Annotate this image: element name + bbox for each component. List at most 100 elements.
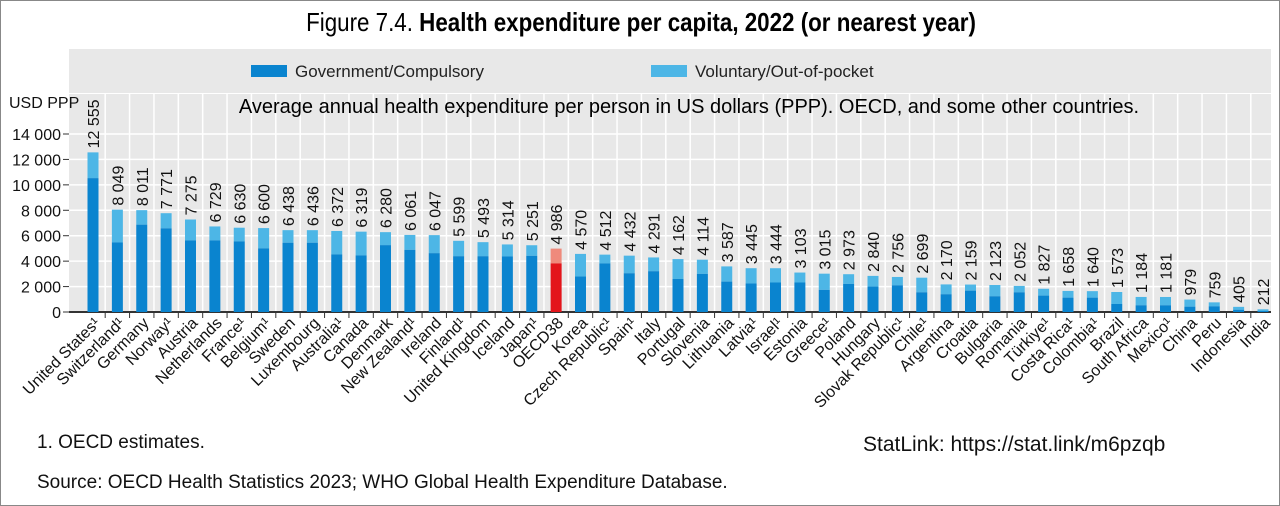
bar-government-11 — [355, 255, 367, 312]
bar-voluntary-22 — [623, 255, 635, 274]
value-label: 2 699 — [915, 234, 932, 274]
value-label: 1 658 — [1061, 247, 1078, 287]
bar-government-4 — [185, 240, 196, 312]
bar-government-20 — [575, 276, 586, 312]
value-label: 6 280 — [379, 188, 396, 228]
bar-voluntary-17 — [501, 244, 513, 257]
y-tick-label: 14 000 — [12, 127, 61, 144]
bar-government-18 — [526, 255, 538, 312]
bar-government-24 — [672, 278, 684, 312]
value-label: 1 573 — [1110, 248, 1127, 288]
bar-government-36 — [965, 290, 976, 312]
value-label: 2 170 — [939, 240, 956, 280]
legend-swatch-government — [251, 65, 287, 77]
bar-voluntary-44 — [1160, 296, 1171, 306]
bar-voluntary-15 — [453, 240, 465, 257]
value-label: 5 493 — [476, 198, 493, 238]
bar-voluntary-32 — [867, 275, 879, 287]
bar-government-48 — [1257, 310, 1269, 312]
value-label: 4 291 — [647, 213, 664, 253]
value-label: 3 445 — [744, 224, 761, 264]
bar-voluntary-27 — [745, 268, 757, 284]
bar-voluntary-34 — [916, 277, 928, 293]
value-label: 3 015 — [817, 230, 834, 270]
bar-voluntary-33 — [891, 276, 903, 286]
bar-government-27 — [745, 283, 757, 312]
bar-voluntary-16 — [477, 242, 489, 257]
y-tick-label: 6 000 — [21, 229, 61, 246]
bar-voluntary-10 — [331, 230, 343, 255]
bar-voluntary-19 — [550, 248, 562, 264]
bar-government-13 — [404, 249, 416, 312]
value-label: 7 275 — [184, 175, 201, 215]
bar-government-42 — [1111, 303, 1123, 312]
value-label: 6 600 — [257, 184, 274, 224]
bar-government-25 — [696, 273, 708, 312]
bar-government-9 — [306, 242, 318, 312]
chart: Government/Compulsory Voluntary/Out-of-p… — [9, 49, 1274, 412]
bar-government-30 — [818, 289, 830, 312]
value-label: 212 — [1256, 279, 1273, 306]
bar-voluntary-14 — [428, 235, 440, 254]
value-label: 759 — [1207, 272, 1224, 299]
value-label: 6 372 — [330, 187, 347, 227]
bar-voluntary-20 — [575, 253, 586, 277]
chart-subtitle: Average annual health expenditure per pe… — [239, 96, 1139, 118]
bar-government-43 — [1135, 305, 1147, 312]
y-tick-label: 2 000 — [21, 280, 61, 297]
bar-voluntary-42 — [1111, 292, 1123, 304]
bar-voluntary-9 — [306, 230, 318, 243]
bar-voluntary-25 — [696, 259, 708, 274]
legend-label-voluntary: Voluntary/Out-of-pocket — [695, 62, 874, 81]
bar-voluntary-8 — [282, 230, 294, 243]
value-label: 3 444 — [769, 224, 786, 264]
value-label: 6 630 — [232, 184, 249, 224]
value-label: 6 438 — [281, 186, 298, 226]
bar-voluntary-21 — [599, 254, 611, 264]
bar-government-33 — [891, 285, 903, 312]
bar-voluntary-11 — [355, 231, 367, 256]
bar-government-41 — [1086, 297, 1098, 312]
value-label: 4 432 — [622, 212, 639, 252]
footnote: 1. OECD estimates. — [37, 432, 205, 453]
bar-voluntary-1 — [111, 209, 123, 243]
bar-voluntary-18 — [526, 245, 538, 256]
bar-government-19 — [550, 263, 562, 312]
bar-voluntary-48 — [1257, 309, 1269, 311]
statlink[interactable]: StatLink: https://stat.link/m6pzqb — [863, 433, 1166, 456]
bar-government-40 — [1062, 297, 1074, 312]
value-label: 2 123 — [988, 241, 1005, 281]
value-label: 2 840 — [866, 232, 883, 272]
bar-voluntary-36 — [965, 284, 976, 291]
bar-government-32 — [867, 286, 879, 312]
value-label: 8 049 — [110, 166, 127, 206]
bar-government-23 — [648, 271, 660, 312]
bar-government-22 — [623, 273, 635, 312]
bar-voluntary-31 — [843, 274, 855, 284]
bar-government-17 — [501, 256, 513, 312]
bar-government-39 — [1038, 295, 1050, 312]
bar-voluntary-23 — [648, 257, 660, 272]
bar-government-0 — [87, 178, 99, 312]
bar-voluntary-13 — [404, 234, 416, 250]
bar-government-12 — [380, 245, 391, 312]
bar-government-37 — [989, 296, 1001, 312]
bar-voluntary-38 — [1013, 285, 1025, 293]
bar-government-31 — [843, 283, 855, 312]
value-label: 3 587 — [720, 222, 737, 262]
value-label: 5 314 — [500, 200, 517, 240]
value-label: 7 771 — [159, 169, 176, 209]
value-label: 3 103 — [793, 228, 810, 268]
bar-government-26 — [721, 281, 733, 312]
bar-voluntary-40 — [1062, 290, 1074, 298]
value-label: 6 319 — [354, 188, 371, 228]
value-label: 5 599 — [452, 197, 469, 237]
bar-voluntary-35 — [940, 284, 952, 295]
bar-voluntary-0 — [87, 152, 99, 179]
bar-government-21 — [599, 263, 611, 312]
figure-title: Figure 7.4. Health expenditure per capit… — [91, 7, 1192, 38]
bar-voluntary-37 — [989, 285, 1001, 297]
value-label: 5 251 — [525, 201, 542, 241]
value-label: 1 827 — [1037, 245, 1054, 285]
bar-voluntary-45 — [1184, 299, 1196, 307]
